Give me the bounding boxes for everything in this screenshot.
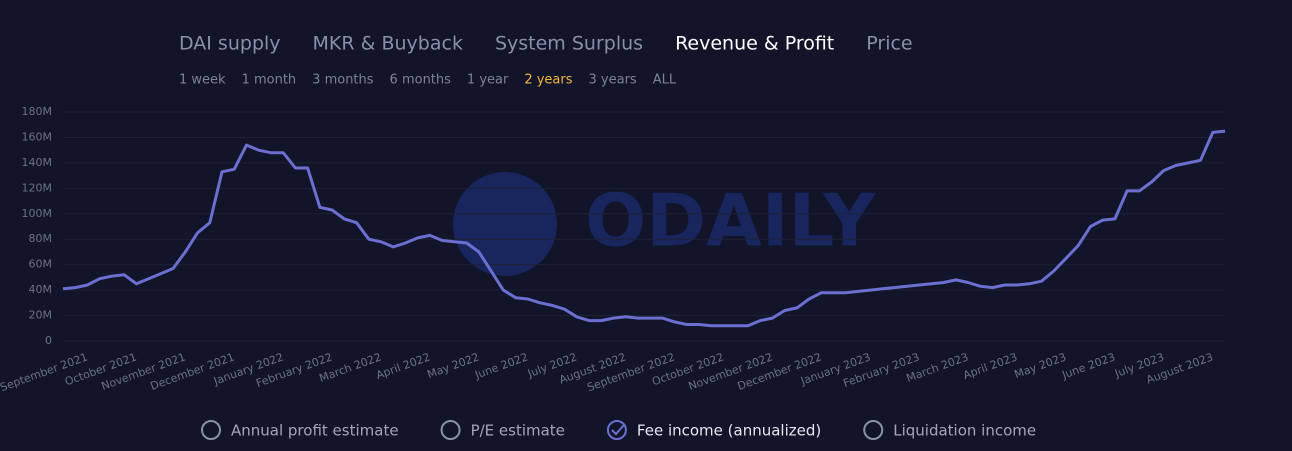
check-mark [611,423,626,436]
legend-toggle[interactable] [201,420,221,440]
range-option[interactable]: ALL [653,73,677,88]
legend-label[interactable]: P/E estimate [471,422,565,440]
y-tick-label: 160M [22,130,53,143]
y-tick-label: 0 [45,334,52,347]
tab[interactable]: Price [866,33,912,55]
watermark: ODAILY [585,179,876,263]
y-tick-label: 100M [22,207,53,220]
line-series [62,129,1226,328]
legend-toggle[interactable] [863,420,884,440]
tab[interactable]: MKR & Buyback [313,33,463,55]
y-tick-label: 80M [29,232,53,245]
range-option[interactable]: 6 months [390,73,452,88]
range-option[interactable]: 2 years [524,73,572,88]
y-tick-label: 180M [22,105,53,118]
watermark-logo [453,172,557,276]
legend-label[interactable]: Liquidation income [893,422,1036,440]
tab[interactable]: System Surplus [495,33,643,55]
range-option[interactable]: 1 year [467,73,509,88]
legend-toggle[interactable] [606,420,627,440]
range-option[interactable]: 3 years [589,73,637,88]
y-tick-label: 60M [29,258,53,271]
range-option[interactable]: 3 months [312,73,374,88]
legend-toggle[interactable] [440,420,461,440]
range-option[interactable]: 1 week [179,73,226,88]
legend-label[interactable]: Annual profit estimate [231,422,399,440]
y-tick-label: 120M [22,181,53,194]
legend-label[interactable]: Fee income (annualized) [637,422,821,440]
tab[interactable]: Revenue & Profit [675,33,834,55]
y-tick-label: 140M [22,156,53,169]
y-tick-label: 20M [29,309,53,322]
tab[interactable]: DAI supply [179,33,281,55]
range-option[interactable]: 1 month [242,73,297,88]
y-tick-label: 40M [29,283,53,296]
